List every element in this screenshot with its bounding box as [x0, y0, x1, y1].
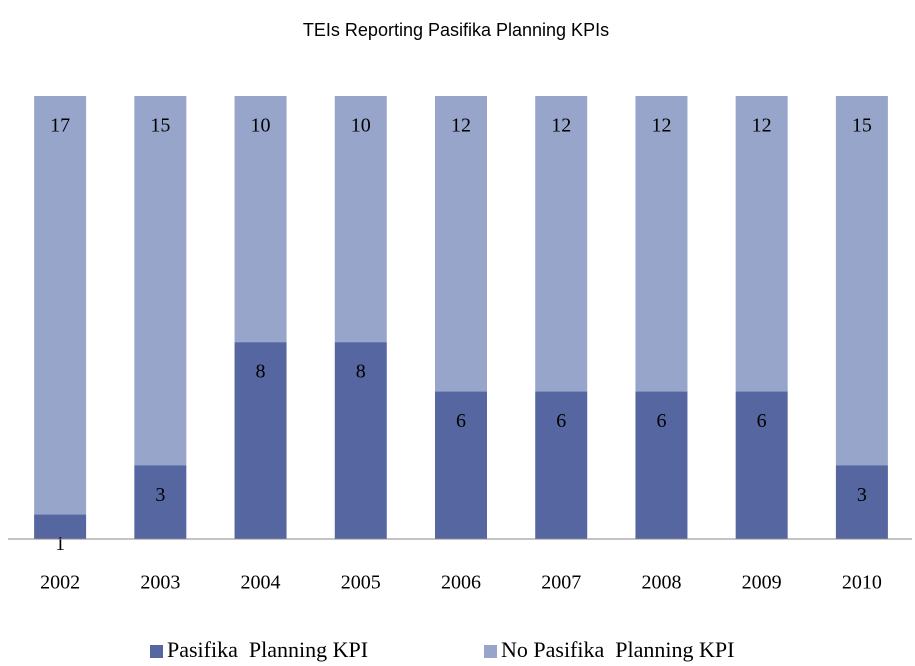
x-tick-label: 2010 [842, 572, 882, 594]
legend-marker [484, 645, 497, 658]
x-tick-label: 2005 [341, 572, 381, 594]
data-label: 6 [656, 410, 666, 432]
bar-segment [735, 391, 788, 539]
bar-segment [535, 96, 588, 392]
data-label: 6 [456, 410, 466, 432]
x-tick-label: 2007 [541, 572, 581, 594]
bar-segment [635, 391, 688, 539]
bar-segment [535, 391, 588, 539]
x-tick-label: 2009 [742, 572, 782, 594]
data-label: 12 [752, 115, 772, 137]
bar-segment [435, 391, 487, 539]
data-label: 6 [757, 410, 767, 432]
data-label: 15 [150, 115, 170, 137]
legend-marker [150, 645, 163, 658]
data-label: 8 [356, 361, 366, 383]
x-tick-label: 2004 [241, 572, 281, 594]
x-tick-label: 2002 [40, 572, 80, 594]
bar-segment [435, 96, 487, 392]
data-label: 10 [251, 115, 271, 137]
bar-segment [34, 514, 87, 539]
bar-segment [735, 96, 788, 392]
bar-segment [334, 96, 387, 343]
legend-label: Pasifika Planning KPI [167, 637, 368, 662]
legend-label: No Pasifika Planning KPI [501, 637, 734, 662]
data-label: 10 [351, 115, 371, 137]
bar-segment [134, 465, 187, 539]
data-label: 12 [551, 115, 571, 137]
bar-segment [34, 96, 87, 515]
bar-segment [234, 342, 287, 539]
data-label: 15 [852, 115, 872, 137]
data-label: 17 [50, 115, 70, 137]
bar-segment [134, 96, 187, 466]
data-label: 3 [857, 484, 867, 506]
x-tick-label: 2006 [441, 572, 481, 594]
data-label: 6 [556, 410, 566, 432]
bar-segment [635, 96, 688, 392]
data-label: 12 [451, 115, 471, 137]
data-label: 3 [155, 484, 165, 506]
data-label: 1 [55, 533, 65, 555]
data-label: 8 [256, 361, 266, 383]
bar-segment [234, 96, 287, 343]
bar-segment [835, 96, 888, 466]
x-tick-label: 2003 [140, 572, 180, 594]
bar-segment [334, 342, 387, 539]
x-tick-label: 2008 [641, 572, 681, 594]
chart-title: TEIs Reporting Pasifika Planning KPIs [303, 20, 609, 40]
data-label: 12 [651, 115, 671, 137]
bar-segment [835, 465, 888, 539]
